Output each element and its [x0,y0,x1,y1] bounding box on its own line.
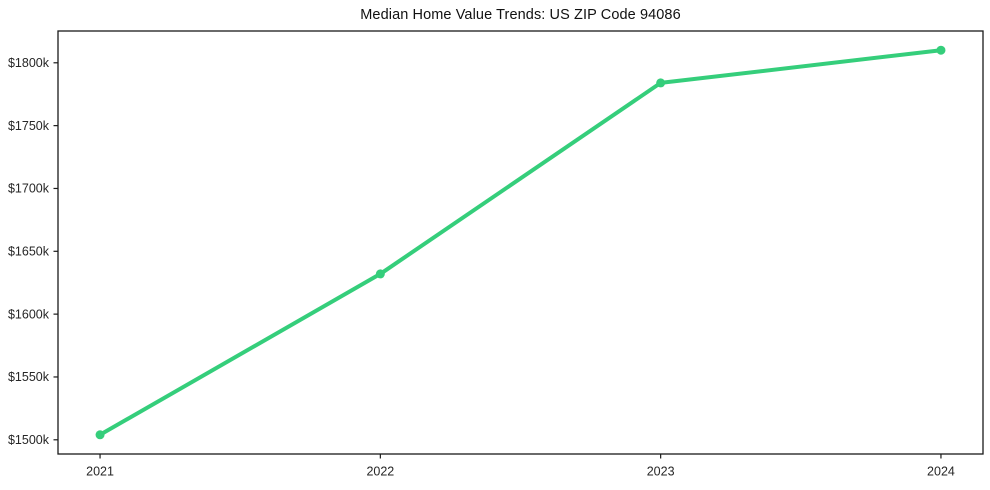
y-tick-label: $1600k [8,307,50,321]
x-tick-label: 2022 [366,465,394,479]
data-point-marker [375,269,385,279]
y-tick-label: $1800k [8,56,50,70]
y-tick-label: $1550k [8,370,50,384]
data-point-marker [95,430,105,440]
x-tick-label: 2023 [647,465,675,479]
data-point-marker [656,78,666,88]
data-point-marker [936,45,946,55]
x-tick-label: 2021 [86,465,114,479]
chart-title: Median Home Value Trends: US ZIP Code 94… [360,7,681,23]
series-line [98,48,943,437]
y-tick-label: $1750k [8,119,50,133]
y-tick-label: $1650k [8,244,50,258]
x-tick-label: 2024 [927,465,955,479]
plot-border [57,30,984,455]
y-tick-label: $1700k [8,182,50,196]
y-tick-label: $1500k [8,433,50,447]
